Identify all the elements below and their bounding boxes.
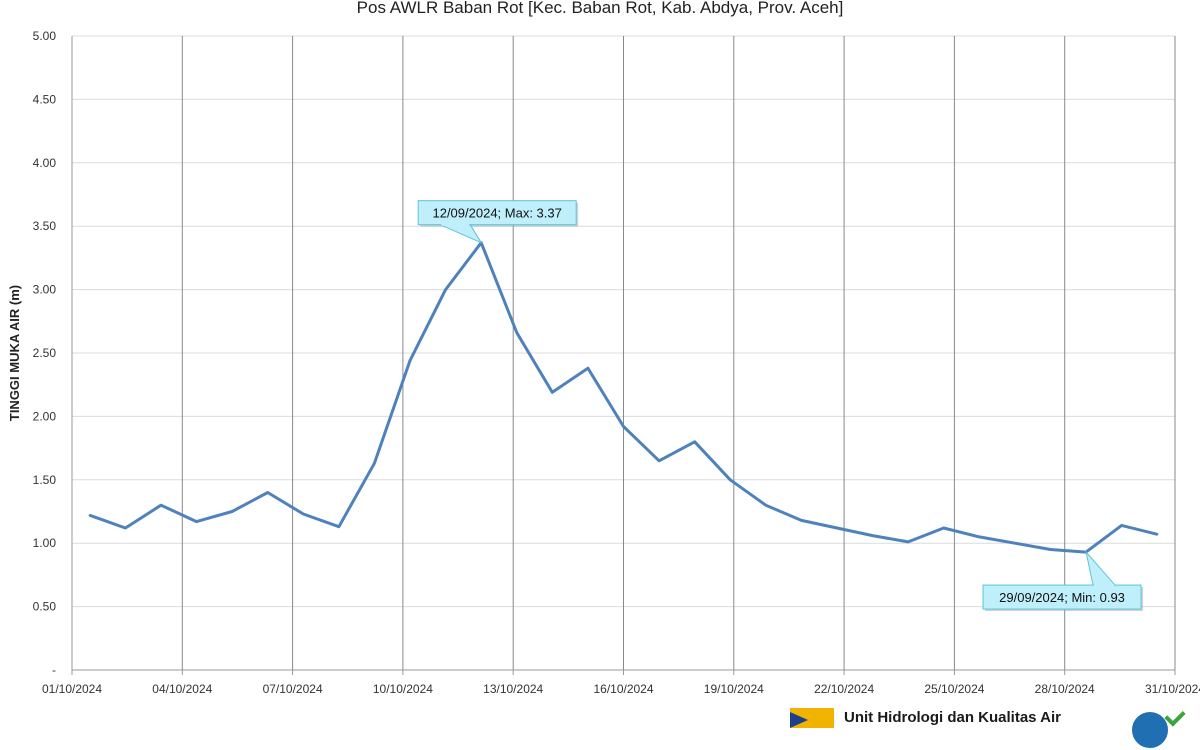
y-tick-label: 1.50: [33, 473, 57, 487]
y-tick-label: 1.00: [33, 536, 57, 550]
callout-label: 29/09/2024; Min: 0.93: [999, 590, 1125, 605]
x-tick-label: 07/10/2024: [263, 682, 323, 696]
data-point: [835, 526, 839, 530]
data-point: [1013, 542, 1017, 545]
y-axis-label: TINGGI MUKA AIR (m): [7, 285, 22, 421]
footer: Unit Hidrologi dan Kualitas Air: [790, 708, 1061, 728]
x-tick-label: 25/10/2024: [924, 682, 984, 696]
data-point: [373, 462, 376, 465]
secondary-logo-icon: [1130, 710, 1170, 750]
x-tick-label: 19/10/2024: [704, 682, 764, 696]
y-tick-label: -: [52, 663, 56, 677]
y-tick-label: 5.00: [33, 29, 57, 43]
y-tick-label: 0.50: [33, 600, 57, 614]
y-tick-label: 4.50: [33, 92, 57, 106]
grid-lines: [72, 35, 1176, 670]
data-point: [906, 540, 910, 544]
data-point: [942, 526, 945, 530]
organization-name: Unit Hidrologi dan Kualitas Air: [844, 709, 1061, 726]
data-point: [195, 520, 198, 523]
data-point: [657, 459, 661, 462]
organization-logo-icon: [790, 708, 834, 728]
data-point: [551, 391, 554, 394]
x-tick-label: 01/10/2024: [42, 682, 102, 696]
data-point: [88, 514, 91, 517]
x-tick-label: 04/10/2024: [152, 682, 212, 696]
callouts: 12/09/2024; Max: 3.37 29/09/2024; Min: 0.…: [417, 200, 1144, 612]
data-point: [586, 367, 590, 370]
y-tick-label: 2.50: [33, 346, 57, 360]
data-point: [622, 425, 625, 428]
x-tick-label: 10/10/2024: [373, 682, 433, 696]
data-point: [1156, 533, 1159, 536]
y-axis-ticks: - 0.50 1.00 1.50 2.00 2.50 3.00 3.50 4.00 4.50 5.0…: [33, 29, 57, 677]
x-tick-label: 13/10/2024: [483, 682, 543, 696]
x-tick-label: 22/10/2024: [814, 682, 874, 696]
data-point: [159, 503, 163, 507]
data-point: [978, 535, 981, 539]
y-tick-label: 3.50: [33, 219, 57, 233]
data-point: [1120, 524, 1123, 527]
data-point: [729, 478, 732, 481]
y-tick-label: 4.00: [33, 156, 57, 170]
data-point: [764, 503, 768, 507]
x-tick-label: 16/10/2024: [593, 682, 653, 696]
callout-label: 12/09/2024; Max: 3.37: [432, 206, 561, 221]
x-axis-ticks: 01/10/2024 04/10/2024 07/10/2024 10/10/2024…: [42, 670, 1200, 696]
x-tick-label: 28/10/2024: [1035, 682, 1095, 696]
data-point: [337, 525, 341, 528]
line-chart: Pos AWLR Baban Rot [Kec. Baban Rot, Kab.…: [7, 0, 1200, 696]
data-callout: 12/09/2024; Max: 3.37: [417, 200, 579, 244]
data-point: [266, 491, 269, 494]
data-point: [408, 359, 412, 362]
data-point: [800, 519, 803, 522]
y-tick-label: 2.00: [33, 409, 57, 423]
data-point: [124, 526, 127, 530]
y-tick-label: 3.00: [33, 283, 57, 297]
data-point: [871, 534, 874, 537]
series-group: [88, 241, 1159, 554]
data-callout: 29/09/2024; Min: 0.93: [982, 550, 1144, 612]
x-tick-label: 31/10/2024: [1145, 682, 1200, 696]
data-point: [515, 331, 518, 334]
data-point: [693, 440, 696, 443]
data-point: [1049, 548, 1052, 551]
data-point: [302, 512, 305, 516]
data-point: [230, 510, 234, 513]
data-point: [444, 288, 447, 291]
chart-title: Pos AWLR Baban Rot [Kec. Baban Rot, Kab.…: [357, 0, 844, 17]
